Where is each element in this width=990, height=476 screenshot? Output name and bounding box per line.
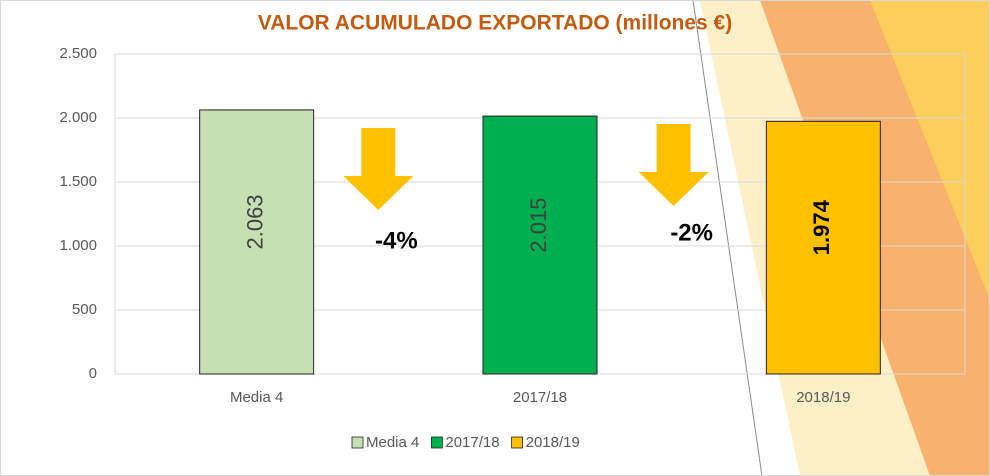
bar — [765, 120, 881, 375]
legend-swatch — [430, 436, 443, 449]
y-tick-label: 1.500 — [59, 173, 97, 190]
x-tick-label: 2018/19 — [796, 389, 850, 406]
bar — [482, 115, 598, 375]
x-tick-label: Media 4 — [230, 389, 283, 406]
y-tick-label: 2.500 — [59, 45, 97, 62]
legend-swatch — [351, 436, 364, 449]
legend-label: 2018/19 — [526, 434, 580, 451]
legend-label: Media 4 — [366, 434, 419, 451]
down-arrow — [638, 124, 709, 206]
chart-title: VALOR ACUMULADO EXPORTADO (millones €) — [258, 12, 732, 35]
y-tick-label: 1.000 — [59, 237, 97, 254]
value-label: 1.974 — [809, 199, 834, 255]
decor-line — [692, 0, 763, 476]
y-tick-label: 2.000 — [59, 109, 97, 126]
value-label: 2.015 — [526, 198, 551, 253]
annotation: -4% — [375, 227, 418, 254]
decor-yellow — [870, 0, 990, 300]
value-label: 2.063 — [242, 194, 267, 249]
annotation: -2% — [670, 219, 713, 246]
bar — [199, 109, 315, 375]
y-tick-label: 500 — [72, 301, 97, 318]
down-arrow — [343, 128, 414, 210]
y-tick-label: 0 — [89, 365, 97, 382]
x-tick-label: 2017/18 — [513, 389, 567, 406]
legend-label: 2017/18 — [445, 434, 499, 451]
legend-swatch — [511, 436, 524, 449]
